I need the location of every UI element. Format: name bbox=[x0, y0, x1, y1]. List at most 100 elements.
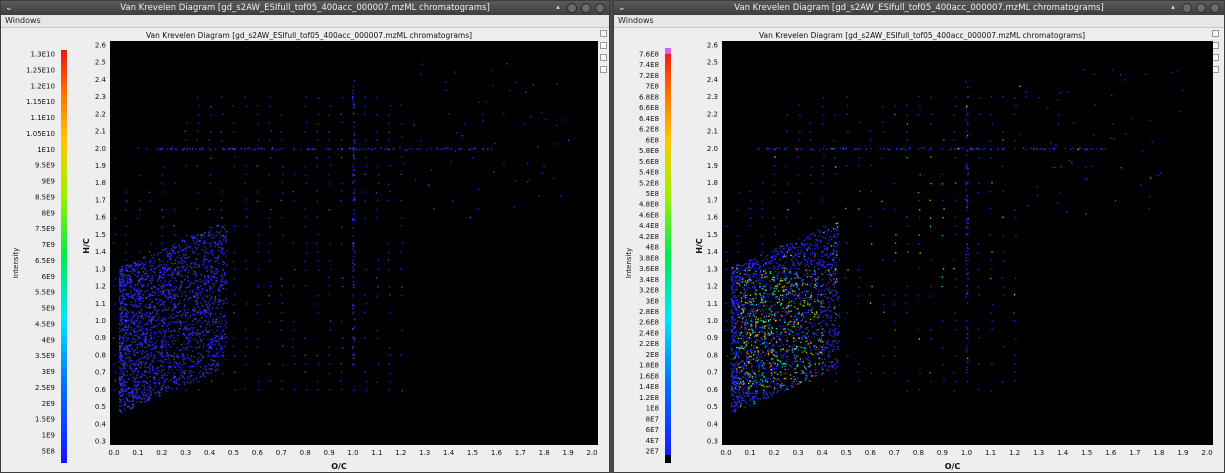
data-point bbox=[813, 266, 816, 268]
data-point bbox=[733, 312, 735, 315]
data-point bbox=[420, 140, 422, 142]
data-point bbox=[124, 401, 126, 403]
title-bar[interactable]: ⌄ Van Krevelen Diagram [gd_s2AW_ESIfull_… bbox=[1, 1, 609, 15]
option-checkbox[interactable] bbox=[1212, 30, 1219, 37]
menu-windows[interactable]: Windows bbox=[5, 16, 41, 25]
close-button[interactable] bbox=[595, 3, 605, 13]
data-point bbox=[754, 262, 756, 264]
data-point bbox=[172, 293, 174, 295]
data-point bbox=[163, 369, 165, 371]
data-point bbox=[821, 374, 823, 376]
data-point bbox=[149, 320, 152, 322]
maximize-button[interactable] bbox=[1196, 3, 1206, 13]
data-point bbox=[112, 337, 115, 339]
data-point bbox=[195, 318, 197, 320]
option-checkbox[interactable] bbox=[600, 54, 607, 61]
maximize-button[interactable] bbox=[581, 3, 591, 13]
data-point bbox=[203, 240, 205, 242]
data-point bbox=[787, 322, 790, 324]
data-point bbox=[731, 375, 733, 378]
data-point bbox=[222, 300, 225, 302]
data-point bbox=[775, 262, 778, 264]
data-point bbox=[763, 396, 766, 399]
data-point bbox=[758, 365, 760, 368]
option-checkbox[interactable] bbox=[600, 42, 607, 49]
window-menu-icon[interactable]: ⌄ bbox=[618, 3, 626, 13]
data-point bbox=[181, 240, 183, 243]
data-point bbox=[783, 287, 785, 289]
data-point bbox=[776, 250, 778, 253]
data-point bbox=[739, 396, 741, 398]
data-point bbox=[159, 275, 161, 278]
van-krevelen-chart[interactable]: 1.3E101.25E101.2E101.15E101.1E101.05E101… bbox=[1, 1, 610, 473]
data-point bbox=[188, 341, 190, 343]
data-point bbox=[311, 148, 313, 150]
data-point bbox=[833, 262, 836, 264]
data-point bbox=[181, 281, 183, 283]
data-point bbox=[732, 388, 734, 391]
shade-icon[interactable]: ▴ bbox=[556, 3, 560, 11]
data-point bbox=[763, 285, 766, 288]
data-point bbox=[205, 327, 207, 329]
data-point bbox=[205, 265, 208, 267]
window-menu-icon[interactable]: ⌄ bbox=[5, 3, 13, 13]
data-point bbox=[176, 256, 179, 258]
van-krevelen-chart[interactable]: 7.6E87.4E87.2E87E86.8E86.6E86.4E86.2E86E… bbox=[614, 1, 1225, 473]
menu-windows[interactable]: Windows bbox=[618, 16, 654, 25]
close-button[interactable] bbox=[1210, 3, 1220, 13]
data-point bbox=[783, 255, 785, 258]
shade-icon[interactable]: ▴ bbox=[1171, 3, 1175, 11]
data-point bbox=[806, 263, 808, 266]
option-checkbox[interactable] bbox=[600, 66, 607, 73]
data-point bbox=[149, 387, 151, 389]
data-point bbox=[169, 257, 171, 260]
data-point bbox=[352, 100, 354, 103]
data-point bbox=[532, 84, 535, 86]
minimize-button[interactable] bbox=[1182, 3, 1192, 13]
data-point bbox=[120, 315, 123, 318]
data-point bbox=[165, 319, 167, 321]
data-point bbox=[437, 148, 439, 150]
data-point bbox=[193, 263, 196, 265]
data-point bbox=[739, 394, 741, 396]
data-point bbox=[545, 119, 547, 121]
data-point bbox=[178, 379, 181, 381]
data-point bbox=[761, 327, 763, 329]
data-point bbox=[731, 303, 734, 305]
data-point bbox=[146, 371, 148, 373]
data-point bbox=[233, 312, 235, 314]
data-point bbox=[795, 242, 797, 245]
data-point bbox=[123, 284, 125, 286]
data-point bbox=[217, 225, 219, 227]
data-point bbox=[134, 338, 136, 340]
option-checkbox[interactable] bbox=[600, 30, 607, 37]
minimize-button[interactable] bbox=[567, 3, 577, 13]
title-bar[interactable]: ⌄ Van Krevelen Diagram [gd_s2AW_ESIfull_… bbox=[614, 1, 1224, 15]
data-point bbox=[487, 149, 489, 151]
data-point bbox=[147, 275, 149, 278]
data-point bbox=[133, 323, 135, 325]
x-tick-label: 1.3 bbox=[1033, 449, 1044, 457]
data-point bbox=[824, 231, 826, 233]
data-point bbox=[125, 388, 127, 390]
data-point bbox=[124, 357, 126, 360]
data-point bbox=[189, 382, 191, 384]
data-point bbox=[734, 342, 736, 344]
data-point bbox=[400, 225, 403, 227]
data-point bbox=[826, 233, 828, 236]
y-tick-label: 2.3 bbox=[95, 93, 106, 101]
data-point bbox=[807, 309, 810, 312]
data-point bbox=[140, 401, 142, 403]
data-point bbox=[352, 199, 355, 201]
data-point bbox=[139, 342, 141, 344]
data-point bbox=[120, 320, 123, 322]
data-point bbox=[234, 293, 236, 296]
plot-area[interactable] bbox=[722, 41, 1213, 445]
data-point bbox=[161, 332, 163, 335]
data-point bbox=[734, 305, 737, 308]
data-point bbox=[800, 252, 802, 254]
data-point bbox=[748, 315, 751, 317]
colorbar-tick-label: 2.4E8 bbox=[639, 329, 659, 337]
x-tick-label: 1.8 bbox=[1153, 449, 1164, 457]
data-point bbox=[135, 362, 137, 364]
